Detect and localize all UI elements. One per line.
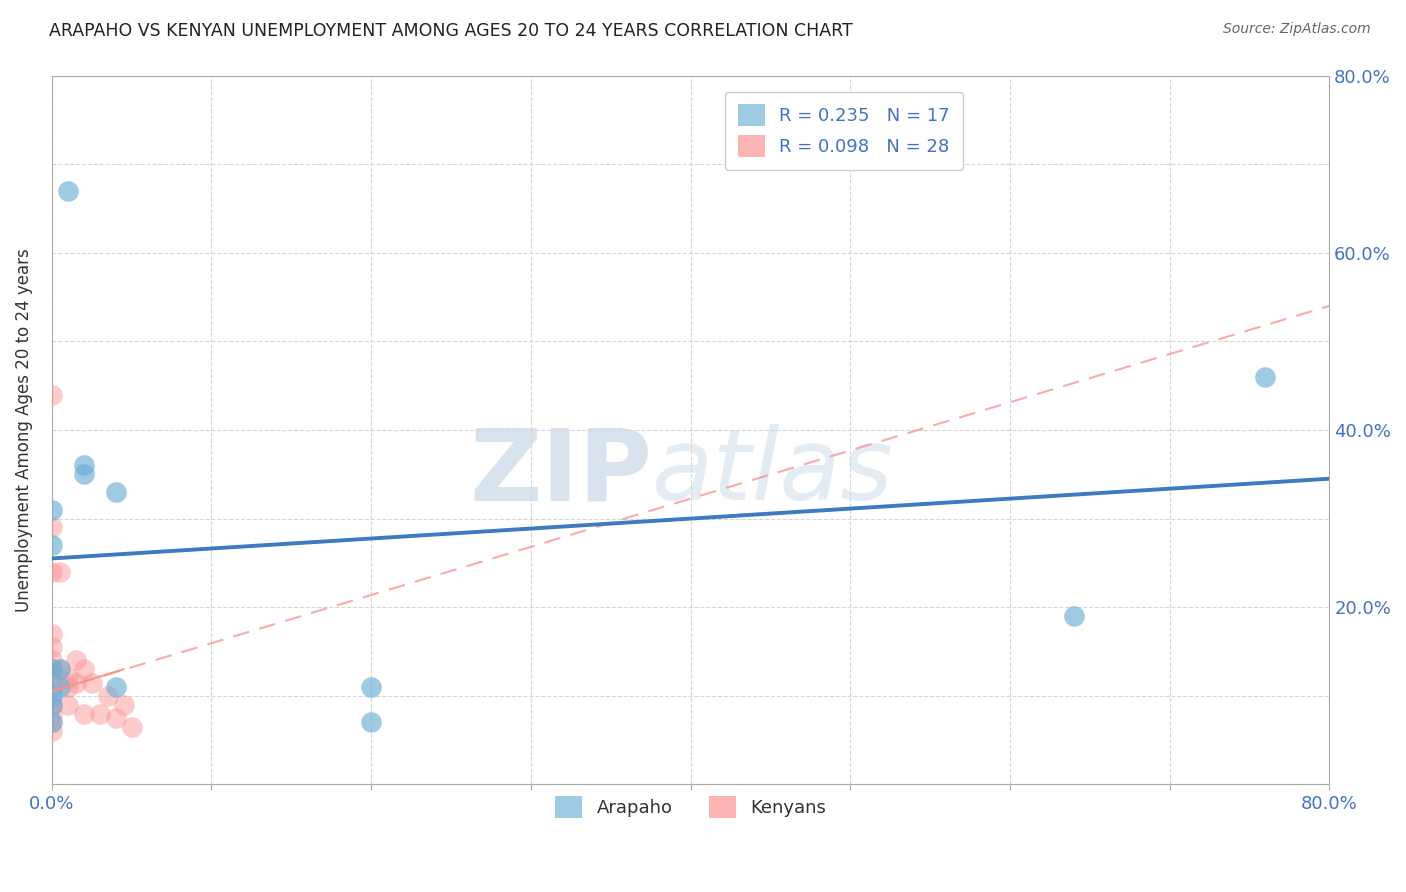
Point (48, 662, 70, 676)
Point (41, 680, 63, 694)
Point (41, 706, 63, 721)
Point (360, 715, 382, 730)
Legend: Arapaho, Kenyans: Arapaho, Kenyans (548, 789, 834, 825)
Point (73, 662, 96, 676)
Point (56, 184, 79, 198)
Text: ZIP: ZIP (470, 424, 652, 521)
Point (41, 387, 63, 401)
Point (41, 565, 63, 579)
Point (65, 653, 87, 667)
Point (1254, 369, 1277, 384)
Point (73, 706, 96, 721)
Text: atlas: atlas (652, 424, 894, 521)
Point (41, 715, 63, 730)
Point (80, 675, 103, 690)
Point (41, 662, 63, 676)
Point (41, 538, 63, 552)
Point (89, 706, 111, 721)
Point (104, 485, 127, 500)
Point (41, 698, 63, 712)
Point (48, 680, 70, 694)
Point (104, 680, 127, 694)
Text: ARAPAHO VS KENYAN UNEMPLOYMENT AMONG AGES 20 TO 24 YEARS CORRELATION CHART: ARAPAHO VS KENYAN UNEMPLOYMENT AMONG AGE… (49, 22, 853, 40)
Point (97, 689, 120, 703)
Point (41, 520, 63, 534)
Point (56, 680, 79, 694)
Point (41, 627, 63, 641)
Point (56, 698, 79, 712)
Point (41, 502, 63, 516)
Point (41, 671, 63, 685)
Point (360, 680, 382, 694)
Point (41, 715, 63, 730)
Point (41, 640, 63, 654)
Point (48, 662, 70, 676)
Point (112, 698, 135, 712)
Point (41, 689, 63, 703)
Point (121, 720, 143, 734)
Point (48, 565, 70, 579)
Point (41, 662, 63, 676)
Point (41, 698, 63, 712)
Point (1063, 609, 1085, 624)
Point (65, 675, 87, 690)
Text: Source: ZipAtlas.com: Source: ZipAtlas.com (1223, 22, 1371, 37)
Point (56, 671, 79, 685)
Point (41, 653, 63, 667)
Point (104, 711, 127, 725)
Y-axis label: Unemployment Among Ages 20 to 24 years: Unemployment Among Ages 20 to 24 years (15, 248, 32, 612)
Point (41, 724, 63, 739)
Point (73, 467, 96, 482)
Point (73, 458, 96, 473)
